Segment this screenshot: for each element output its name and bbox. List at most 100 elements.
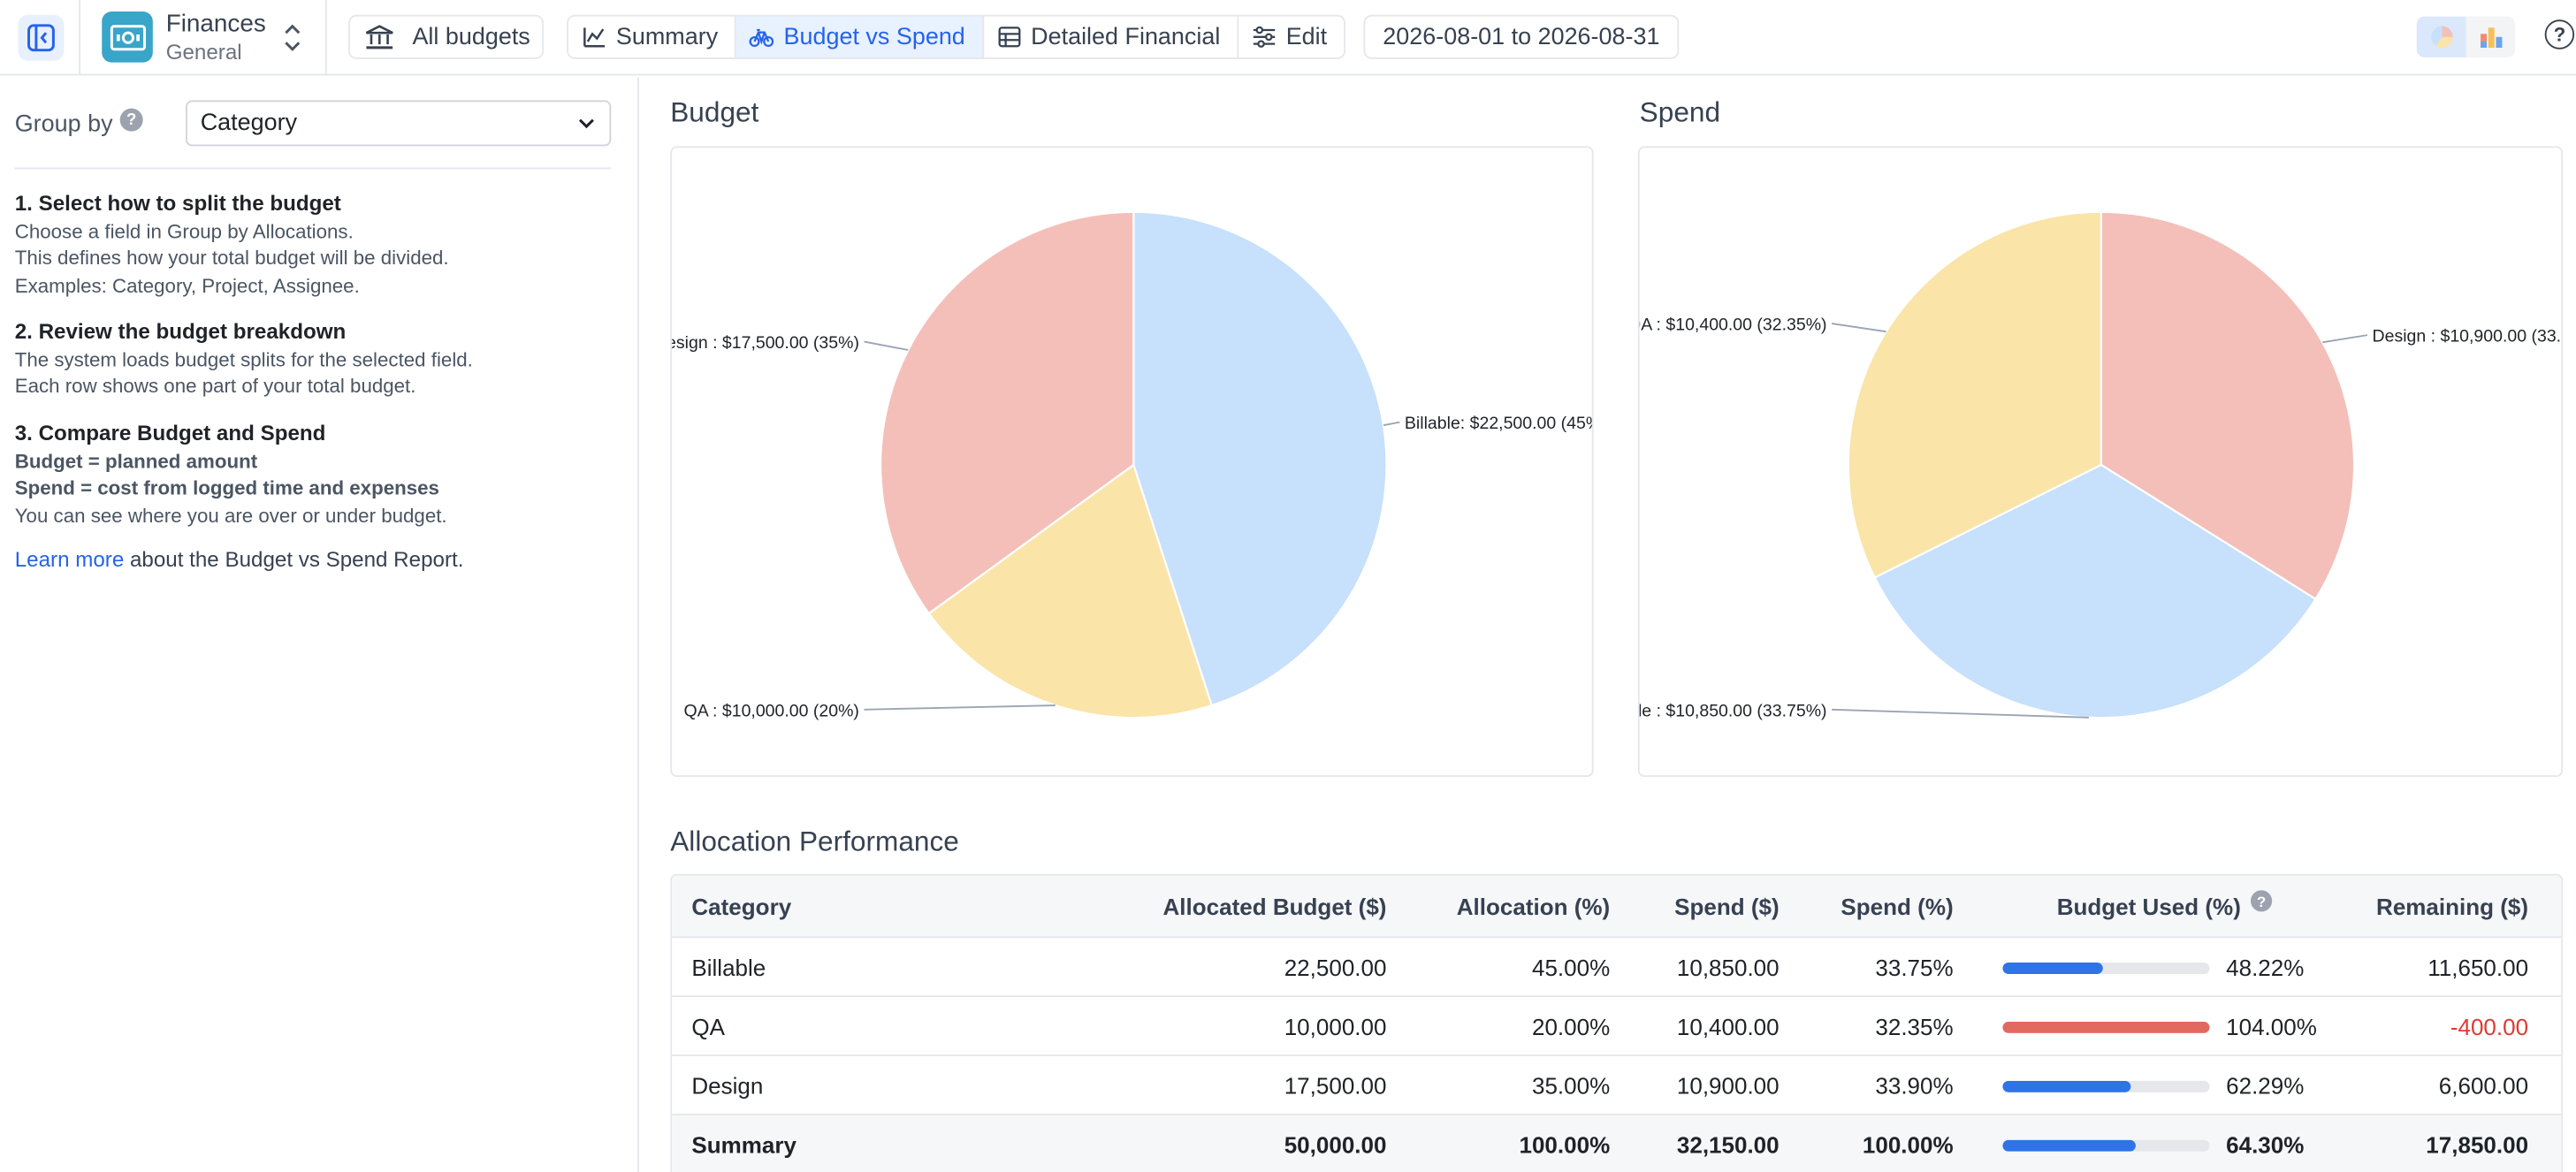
cell-allocated: 22,500.00 bbox=[1284, 953, 1387, 980]
divider bbox=[79, 0, 81, 76]
bank-icon bbox=[365, 24, 393, 49]
step-line: This defines how your total budget will … bbox=[14, 247, 449, 270]
pie-leader-line bbox=[2322, 334, 2368, 344]
bike-icon bbox=[749, 28, 774, 48]
step-line: Choose a field in Group by Allocations. bbox=[14, 220, 354, 244]
step-line: Spend = cost from logged time and expens… bbox=[14, 476, 439, 500]
summary-spend-pct: 100.00% bbox=[1862, 1130, 1954, 1158]
table-icon bbox=[997, 27, 1020, 48]
budget-used-bar bbox=[2002, 963, 2210, 975]
bar-view-button[interactable] bbox=[2465, 17, 2515, 57]
cell-spend: 10,850.00 bbox=[1676, 953, 1780, 980]
header-spend-pct[interactable]: Spend (%) bbox=[1841, 893, 1954, 919]
summary-label: Summary bbox=[691, 1130, 796, 1158]
cell-allocated: 10,000.00 bbox=[1284, 1012, 1387, 1039]
cell-remaining: 6,600.00 bbox=[2438, 1071, 2529, 1099]
learn-more-text: Learn more about the Budget vs Spend Rep… bbox=[15, 547, 464, 572]
header-budget-used-label: Budget Used (%) bbox=[2056, 893, 2241, 919]
cell-spend: 10,900.00 bbox=[1676, 1071, 1780, 1099]
pie-leader-line bbox=[864, 704, 1056, 711]
allocation-performance-title: Allocation Performance bbox=[670, 826, 959, 858]
pie-data-label: Billable : $10,850.00 (33.75%) bbox=[1640, 701, 1827, 720]
header-budget-used[interactable]: Budget Used (%)? bbox=[2056, 876, 2273, 937]
step-title: 3. Compare Budget and Spend bbox=[14, 420, 326, 445]
app-workspace: General bbox=[165, 39, 242, 65]
step-line: Each row shows one part of your total bu… bbox=[14, 375, 416, 399]
sliders-icon bbox=[1253, 26, 1275, 48]
budget-pie-chart: Billable: $22,500.00 (45%) QA : $10,000.0… bbox=[670, 146, 1594, 778]
budget-used-bar-fill bbox=[2002, 1021, 2210, 1033]
sidebar-toggle-button[interactable] bbox=[18, 14, 65, 61]
divider bbox=[14, 167, 612, 170]
date-range-picker[interactable]: 2026-08-01 to 2026-08-31 bbox=[1363, 14, 1680, 59]
header-remaining[interactable]: Remaining ($) bbox=[2376, 893, 2529, 919]
cell-spend-pct: 33.75% bbox=[1875, 953, 1954, 980]
header-allocation-pct[interactable]: Allocation (%) bbox=[1456, 893, 1611, 919]
pie-leader-line bbox=[1831, 323, 1886, 333]
tab-detailed-financial[interactable]: Detailed Financial bbox=[983, 16, 1238, 58]
step-line: The system loads budget splits for the s… bbox=[14, 347, 473, 371]
tab-summary[interactable]: Summary bbox=[568, 16, 736, 58]
cell-category: Billable bbox=[691, 953, 766, 980]
group-by-label: Group by bbox=[14, 111, 113, 139]
header-allocated-budget[interactable]: Allocated Budget ($) bbox=[1162, 893, 1387, 919]
pie-data-label: Billable: $22,500.00 (45%) bbox=[1405, 414, 1594, 433]
bar-chart-icon bbox=[2480, 27, 2502, 49]
cell-allocated: 17,500.00 bbox=[1284, 1071, 1387, 1099]
cell-remaining: -400.00 bbox=[2450, 1012, 2529, 1039]
chart-view-toggle bbox=[2416, 16, 2516, 58]
budget-chart-title: Budget bbox=[670, 96, 759, 128]
group-by-select[interactable]: Category bbox=[185, 100, 612, 147]
budget-used-bar-fill bbox=[2002, 1080, 2132, 1092]
learn-more-link[interactable]: Learn more bbox=[14, 546, 125, 572]
pie-leader-line bbox=[1832, 708, 2089, 719]
cell-used-pct: 48.22% bbox=[2226, 953, 2305, 980]
summary-spend: 32,150.00 bbox=[1676, 1130, 1780, 1158]
table-row: Billable 22,500.00 45.00% 10,850.00 33.75% 48… bbox=[672, 938, 2562, 998]
cell-allocation-pct: 20.00% bbox=[1531, 1012, 1611, 1039]
summary-allocation-pct: 100.00% bbox=[1519, 1130, 1611, 1158]
budget-pie-svg: Billable: $22,500.00 (45%) QA : $10,000.0… bbox=[672, 210, 1594, 720]
budget-used-help-icon[interactable]: ? bbox=[2251, 890, 2273, 912]
step-line: You can see where you are over or under … bbox=[14, 503, 447, 527]
app-switch-icon[interactable] bbox=[281, 19, 304, 56]
pie-view-button[interactable] bbox=[2416, 16, 2466, 58]
budget-used-bar bbox=[2002, 1021, 2210, 1033]
budget-used-bar bbox=[2002, 1080, 2210, 1092]
table-header-row: Category Allocated Budget ($) Allocation… bbox=[672, 875, 2562, 939]
spend-pie-chart: Design : $10,900.00 (33.9%) Billable : $1… bbox=[1637, 146, 2564, 778]
help-icon[interactable]: ? bbox=[2544, 19, 2575, 49]
header-category[interactable]: Category bbox=[691, 893, 792, 919]
pie-slice-design[interactable] bbox=[2100, 210, 2356, 601]
group-by-value: Category bbox=[200, 110, 298, 137]
summary-allocated: 50,000.00 bbox=[1284, 1130, 1387, 1158]
summary-budget-used: 64.30% bbox=[2002, 1115, 2331, 1172]
help-step-3: 3. Compare Budget and Spend Budget = pla… bbox=[15, 421, 447, 529]
tab-edit[interactable]: Edit bbox=[1238, 17, 1344, 57]
pie-data-label: QA : $10,400.00 (32.35%) bbox=[1640, 316, 1827, 335]
sidebar-panel: Group by ? Category 1. Select how to spl… bbox=[0, 77, 639, 1172]
pie-leader-line bbox=[864, 340, 909, 351]
budget-used-bar-fill bbox=[2002, 1139, 2136, 1152]
cell-budget-used: 104.00% bbox=[2002, 997, 2331, 1054]
header-spend[interactable]: Spend ($) bbox=[1674, 893, 1780, 919]
cell-spend-pct: 32.35% bbox=[1875, 1012, 1954, 1039]
all-budgets-label: All budgets bbox=[412, 23, 530, 50]
cell-budget-used: 48.22% bbox=[2002, 938, 2331, 995]
help-step-1: 1. Select how to split the budget Choose… bbox=[15, 191, 449, 299]
step-line: Examples: Category, Project, Assignee. bbox=[14, 273, 360, 297]
pie-data-label: QA : $10,000.00 (20%) bbox=[684, 701, 859, 720]
step-line: Budget = planned amount bbox=[14, 450, 258, 474]
cell-remaining: 11,650.00 bbox=[2427, 953, 2529, 980]
cell-used-pct: 62.29% bbox=[2226, 1071, 2305, 1099]
group-by-help-icon[interactable]: ? bbox=[119, 108, 143, 132]
cell-category: QA bbox=[691, 1012, 725, 1039]
app-name[interactable]: Finances bbox=[165, 10, 266, 38]
pie-slice-design[interactable] bbox=[879, 210, 1135, 615]
help-step-2: 2. Review the budget breakdown The syste… bbox=[15, 319, 473, 400]
all-budgets-button[interactable]: All budgets bbox=[347, 14, 545, 59]
tab-budget-vs-spend[interactable]: Budget vs Spend bbox=[735, 16, 984, 58]
cell-spend: 10,400.00 bbox=[1676, 1012, 1780, 1039]
finances-app-icon[interactable] bbox=[102, 11, 153, 63]
